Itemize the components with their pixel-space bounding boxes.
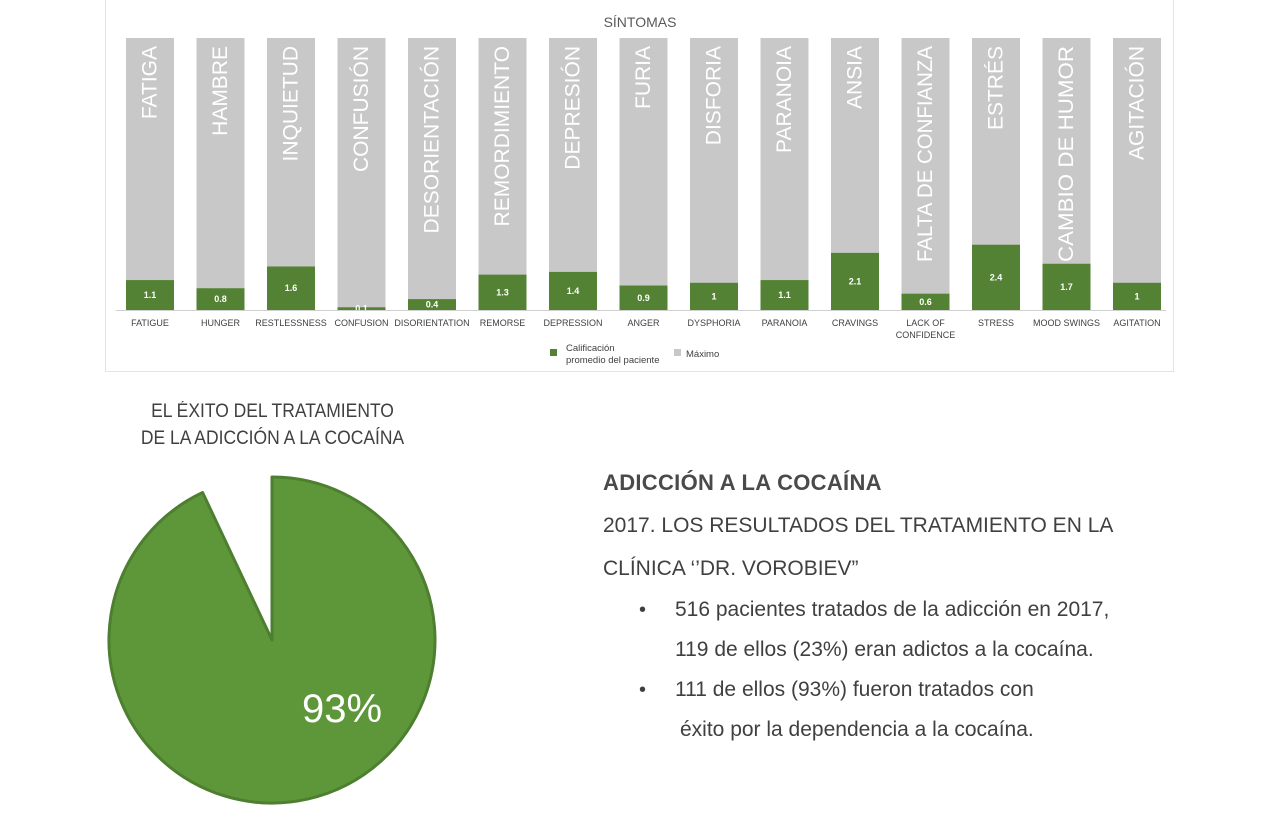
info-bullet-2: • 111 de ellos (93%) fueron tratados con… bbox=[603, 670, 1253, 750]
bar-value-label: 2.4 bbox=[990, 272, 1003, 282]
symptoms-chart-panel: SÍNTOMAS 1.1 FATIGA FATIGUE 0.8 HAMBRE HUNGER 1… bbox=[105, 0, 1174, 372]
info-panel: ADICCIÓN A LA COCAÍNA 2017. LOS RESULTAD… bbox=[603, 462, 1253, 750]
bar-inner-label: HAMBRE bbox=[209, 46, 232, 136]
x-tick-label: CRAVINGS bbox=[832, 318, 878, 328]
bar-inner-label: ESTRÉS bbox=[985, 46, 1008, 130]
bar-value-label: 1 bbox=[711, 291, 716, 301]
bullet-2-line-1: 111 de ellos (93%) fueron tratados con bbox=[675, 678, 1034, 701]
info-subtitle-line-1: 2017. LOS RESULTADOS DEL TRATAMIENTO EN … bbox=[603, 514, 1114, 537]
pie-title-line-2: DE LA ADICCIÓN A LA COCAÍNA bbox=[140, 428, 405, 449]
legend-swatch-max bbox=[674, 349, 681, 356]
bar-value bbox=[1113, 282, 1161, 310]
legend-label-max: Máximo bbox=[686, 349, 719, 360]
bar-value bbox=[126, 280, 174, 310]
bar-inner-label: CONFUSIÓN bbox=[350, 46, 373, 172]
legend-swatch-value bbox=[550, 349, 557, 356]
bar-value bbox=[1042, 263, 1091, 310]
bar-max bbox=[760, 38, 809, 310]
bullet-dot: • bbox=[639, 599, 647, 621]
x-tick-label: RESTLESSNESS bbox=[255, 318, 327, 328]
bar-value-label: 1.7 bbox=[1060, 282, 1073, 292]
bar-value-label: 1.6 bbox=[285, 283, 298, 293]
x-tick-label: CONFIDENCE bbox=[896, 330, 956, 340]
info-subtitle-line-2: CLÍNICA ‘’DR. VOROBIEV” bbox=[603, 557, 859, 580]
bar-inner-label: ANSIA bbox=[844, 46, 867, 109]
bar-value-label: 0.9 bbox=[637, 293, 650, 303]
pie-slice-label: 93% bbox=[302, 687, 382, 731]
bullet-1-line-1: 516 pacientes tratados de la adicción en… bbox=[675, 598, 1110, 621]
info-bullet-1: • 516 pacientes tratados de la adicción … bbox=[603, 590, 1253, 670]
bar-value-label: 0.8 bbox=[214, 294, 227, 304]
bar-max bbox=[901, 38, 950, 310]
bar-value bbox=[267, 266, 315, 310]
x-tick-label: PARANOIA bbox=[762, 318, 808, 328]
x-tick-label: AGITATION bbox=[1113, 318, 1160, 328]
x-tick-label: CONFUSION bbox=[335, 318, 389, 328]
bar-max bbox=[267, 38, 315, 310]
bar-value-label: 1.1 bbox=[144, 290, 157, 300]
x-tick-label: DYSPHORIA bbox=[687, 318, 740, 328]
bullet-1-line-2: 119 de ellos (23%) eran adictos a la coc… bbox=[675, 638, 1094, 661]
bar-value-label: 1.4 bbox=[567, 286, 580, 296]
bar-inner-label: INQUIETUD bbox=[280, 46, 303, 162]
bar-inner-label: DEPRESIÓN bbox=[562, 46, 585, 170]
legend-label-value-line-2: promedio del paciente bbox=[566, 355, 659, 366]
x-tick-label: STRESS bbox=[978, 318, 1014, 328]
bullet-2-line-2: éxito por la dependencia a la cocaína. bbox=[680, 718, 1034, 741]
legend-label-value-line-1: Calificación bbox=[566, 343, 615, 354]
chart-title: SÍNTOMAS bbox=[604, 14, 677, 30]
bar-value bbox=[760, 280, 809, 310]
x-tick-label: DISORIENTATION bbox=[394, 318, 469, 328]
bar-max bbox=[619, 38, 668, 310]
bar-value bbox=[549, 271, 597, 310]
x-tick-label: ANGER bbox=[627, 318, 660, 328]
pie-chart-title: EL ÉXITO DEL TRATAMIENTO DE LA ADICCIÓN … bbox=[114, 398, 431, 452]
bar-inner-label: PARANOIA bbox=[773, 46, 796, 153]
x-tick-label: LACK OF bbox=[906, 318, 945, 328]
bar-max bbox=[196, 38, 245, 310]
bar-inner-label: AGITACIÓN bbox=[1126, 46, 1149, 160]
bar-value bbox=[831, 252, 879, 310]
bar-inner-label: DISFORIA bbox=[703, 46, 726, 145]
bar-max bbox=[690, 38, 738, 310]
bar-max bbox=[478, 38, 527, 310]
bar-value bbox=[196, 288, 245, 310]
bar-value bbox=[901, 293, 950, 310]
bar-max bbox=[408, 38, 456, 310]
bullet-dot: • bbox=[639, 679, 647, 701]
bar-value-label: 0.1 bbox=[355, 304, 368, 314]
bar-inner-label: FATIGA bbox=[139, 46, 162, 119]
x-tick-label: FATIGUE bbox=[131, 318, 169, 328]
bar-inner-label: FALTA DE CONFIANZA bbox=[914, 46, 937, 262]
x-tick-label: REMORSE bbox=[480, 318, 526, 328]
bar-value bbox=[619, 285, 668, 310]
x-tick-label: MOOD SWINGS bbox=[1033, 318, 1100, 328]
bar-value-label: 0.4 bbox=[426, 300, 439, 310]
bar-inner-label: DESORIENTACIÓN bbox=[421, 46, 444, 233]
info-heading: ADICCIÓN A LA COCAÍNA bbox=[603, 470, 882, 495]
bar-value-label: 1 bbox=[1134, 291, 1139, 301]
bar-value bbox=[337, 307, 386, 310]
bar-value-label: 2.1 bbox=[849, 276, 862, 286]
bar-value bbox=[972, 244, 1020, 310]
pie-title-line-1: EL ÉXITO DEL TRATAMIENTO bbox=[151, 401, 394, 422]
bar-value bbox=[478, 274, 527, 310]
x-tick-label: HUNGER bbox=[201, 318, 241, 328]
bar-value-label: 1.3 bbox=[496, 287, 509, 297]
bar-max bbox=[126, 38, 174, 310]
pie-slice-success bbox=[107, 475, 437, 805]
bar-max bbox=[1113, 38, 1161, 310]
bar-value bbox=[408, 299, 456, 310]
treatment-success-pie-chart: 93% bbox=[107, 475, 437, 805]
bar-value-label: 0.6 bbox=[919, 297, 932, 307]
symptoms-bar-chart: SÍNTOMAS 1.1 FATIGA FATIGUE 0.8 HAMBRE HUNGER 1… bbox=[116, 14, 1166, 366]
bar-value bbox=[690, 282, 738, 310]
bar-max bbox=[337, 38, 386, 310]
bar-inner-label: CAMBIO DE HUMOR bbox=[1055, 46, 1078, 262]
bar-max bbox=[549, 38, 597, 310]
bar-value-label: 1.1 bbox=[778, 290, 791, 300]
bar-inner-label: REMORDIMIENTO bbox=[491, 46, 514, 226]
x-tick-label: DEPRESSION bbox=[543, 318, 602, 328]
bar-inner-label: FURIA bbox=[632, 46, 655, 109]
